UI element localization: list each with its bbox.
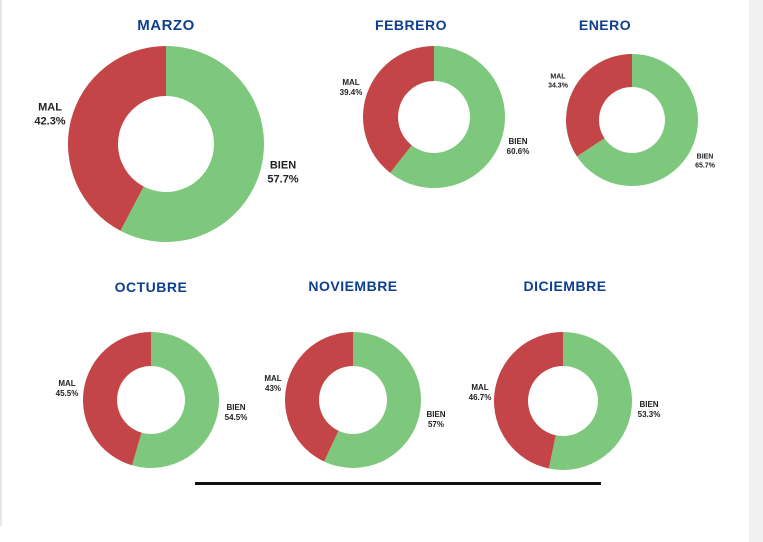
bien-label-octubre: BIEN 54.5% — [224, 403, 248, 422]
bottom-rule — [195, 482, 601, 485]
chart-title-noviembre: NOVIEMBRE — [308, 278, 398, 294]
mal-label-enero: MAL 34.3% — [548, 73, 568, 89]
bien-label-febrero: BIEN 60.6% — [506, 137, 530, 156]
chart-title-febrero: FEBRERO — [375, 17, 447, 33]
slice-mal-febrero — [362, 46, 434, 173]
slice-bien-diciembre — [548, 332, 632, 470]
mal-label-marzo: MAL 42.3% — [34, 101, 66, 127]
slice-bien-octubre — [132, 332, 219, 468]
chart-title-octubre: OCTUBRE — [114, 279, 188, 295]
slice-bien-febrero — [390, 46, 505, 188]
chart-title-diciembre: DICIEMBRE — [523, 278, 607, 294]
bien-label-diciembre: BIEN 53.3% — [637, 400, 661, 419]
right-edge-strip — [749, 0, 763, 542]
mal-label-noviembre: MAL 43% — [264, 374, 282, 393]
bien-label-noviembre: BIEN 57% — [426, 410, 446, 429]
slice-bien-marzo — [120, 46, 264, 243]
slice-bien-enero — [576, 54, 698, 186]
chart-title-enero: ENERO — [578, 17, 632, 33]
bien-label-marzo: BIEN 57.7% — [267, 159, 299, 185]
bien-label-enero: BIEN 65.7% — [695, 153, 715, 169]
slice-mal-marzo — [68, 46, 166, 231]
mal-label-febrero: MAL 39.4% — [339, 78, 363, 97]
slice-mal-octubre — [82, 332, 151, 466]
slice-mal-enero — [566, 54, 632, 157]
left-border — [0, 0, 2, 526]
slice-mal-noviembre — [285, 332, 353, 462]
mal-label-octubre: MAL 45.5% — [55, 379, 79, 398]
slice-mal-diciembre — [493, 332, 563, 469]
slice-bien-noviembre — [324, 332, 421, 468]
chart-title-marzo: MARZO — [137, 17, 195, 34]
mal-label-diciembre: MAL 46.7% — [468, 383, 492, 402]
